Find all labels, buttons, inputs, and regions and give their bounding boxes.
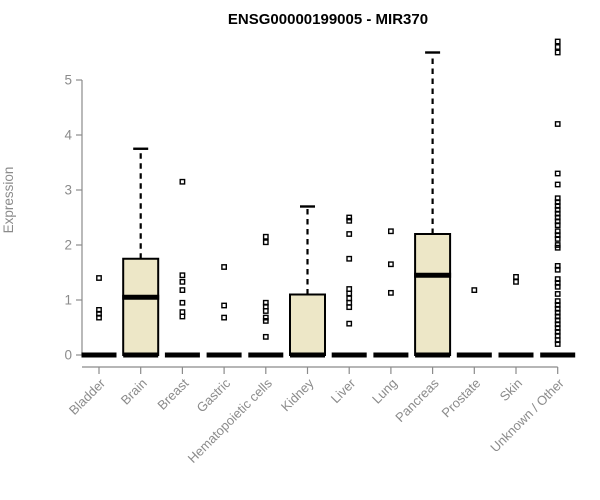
median-line-pancreas [414, 272, 452, 278]
outlier-point-liver [346, 320, 353, 327]
outlier-point-unknown-other [554, 244, 561, 251]
outlier-point-unknown-other [554, 38, 561, 45]
outlier-point-liver [346, 214, 353, 221]
outlier-point-bladder [96, 275, 102, 281]
outlier-point-liver [346, 255, 353, 262]
y-axis-label: Expression [1, 167, 16, 234]
zero-median-bar-prostate [456, 352, 492, 358]
outlier-point-liver [346, 231, 353, 237]
outlier-point-unknown-other [554, 341, 561, 347]
zero-median-bar-lung [373, 352, 409, 358]
x-tick-label-kidney: Kidney [278, 375, 317, 414]
x-tick-label-prostate: Prostate [439, 376, 484, 421]
outlier-point-hematopoietic-cells [262, 314, 269, 321]
zero-median-bar-brain [123, 352, 159, 358]
outlier-point-breast [179, 287, 186, 293]
x-tick-label-unknown-other: Unknown / Other [487, 375, 567, 455]
x-tick-label-bladder: Bladder [66, 375, 109, 418]
zero-median-bar-skin [498, 352, 534, 358]
zero-median-bar-bladder [81, 352, 117, 358]
outlier-point-unknown-other [554, 236, 561, 242]
y-tick-label: 3 [64, 183, 72, 198]
y-tick-label: 5 [64, 73, 72, 88]
outlier-point-lung [388, 261, 394, 268]
outlier-point-lung [388, 228, 394, 235]
y-tick-label: 4 [64, 128, 72, 143]
outlier-point-unknown-other [554, 283, 561, 290]
outlier-point-unknown-other [554, 121, 561, 127]
outlier-point-gastric [221, 264, 227, 270]
zero-median-bar-gastric [206, 352, 242, 358]
zero-median-bar-unknown-other [540, 352, 576, 358]
chart-title: ENSG00000199005 - MIR370 [228, 11, 428, 28]
box-brain [122, 257, 160, 356]
zero-median-bar-hematopoietic-cells [248, 352, 284, 358]
outlier-point-breast [179, 178, 186, 185]
x-tick-label-breast: Breast [154, 375, 191, 412]
outlier-point-unknown-other [554, 170, 561, 177]
outlier-point-unknown-other [554, 291, 561, 297]
outlier-point-liver [346, 290, 353, 297]
zero-median-bar-liver [331, 352, 367, 358]
outlier-point-unknown-other [554, 222, 561, 229]
zero-median-bar-pancreas [415, 352, 451, 358]
outlier-point-unknown-other [554, 44, 561, 50]
outlier-point-liver [346, 304, 353, 311]
x-tick-label-gastric: Gastric [194, 375, 234, 415]
outlier-point-skin [513, 274, 519, 280]
y-tick-label: 0 [64, 348, 72, 363]
outlier-point-hematopoietic-cells [262, 333, 269, 340]
median-line-brain [122, 294, 160, 300]
outlier-point-breast [179, 313, 186, 320]
outlier-point-liver [346, 217, 353, 224]
outlier-point-breast [179, 272, 186, 279]
outlier-point-breast [179, 299, 186, 306]
outlier-point-bladder [96, 314, 102, 321]
outlier-point-hematopoietic-cells [262, 308, 269, 314]
outlier-point-unknown-other [554, 49, 561, 56]
outlier-point-hematopoietic-cells [262, 318, 269, 324]
x-tick-label-brain: Brain [118, 376, 150, 408]
outlier-point-hematopoietic-cells [262, 239, 269, 246]
outlier-point-unknown-other [554, 181, 561, 188]
box-kidney [289, 293, 326, 356]
x-tick-label-lung: Lung [369, 376, 400, 407]
boxplots [81, 38, 576, 358]
x-tick-label-liver: Liver [328, 375, 359, 406]
box-pancreas [414, 233, 452, 356]
zero-median-bar-breast [164, 352, 200, 358]
y-tick-label: 2 [64, 238, 72, 253]
outlier-point-skin [513, 278, 519, 285]
outlier-point-gastric [221, 314, 227, 321]
outlier-point-gastric [221, 302, 227, 309]
outlier-point-lung [388, 289, 394, 296]
outlier-point-hematopoietic-cells [262, 233, 269, 240]
outlier-point-breast [179, 278, 186, 285]
x-tick-label-pancreas: Pancreas [392, 375, 442, 425]
x-tick-label-skin: Skin [497, 376, 525, 404]
zero-median-bar-kidney [290, 352, 325, 358]
outlier-point-prostate [471, 287, 478, 293]
outlier-point-unknown-other [554, 266, 561, 273]
y-tick-label: 1 [64, 293, 72, 308]
